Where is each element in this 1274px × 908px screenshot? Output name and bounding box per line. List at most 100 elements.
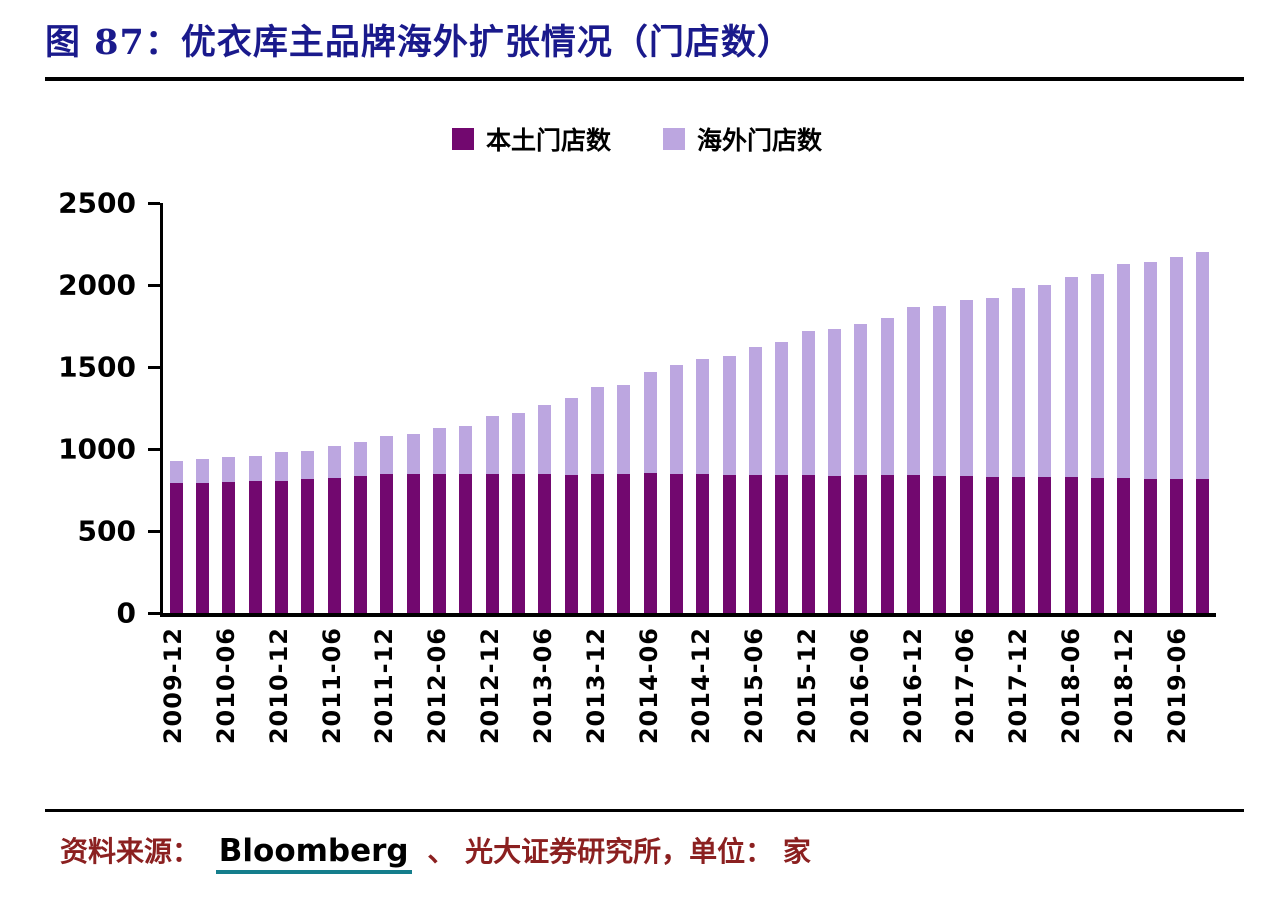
bar-slot xyxy=(795,203,821,613)
bar-slot xyxy=(426,203,452,613)
bar-segment-domestic xyxy=(748,474,762,613)
bar-slot xyxy=(295,203,321,613)
legend-label-overseas: 海外门店数 xyxy=(697,126,823,155)
bar-segment-domestic xyxy=(195,482,209,613)
figure-container: 图 87：优衣库主品牌海外扩张情况（门店数） 本土门店数 海外门店数 0 500 1… xyxy=(0,14,1274,908)
chart-legend: 本土门店数 海外门店数 xyxy=(0,121,1274,157)
source-link-bloomberg[interactable]: Bloomberg xyxy=(215,833,412,874)
bar-segment-overseas xyxy=(380,435,394,475)
bar-segment-overseas xyxy=(406,434,420,475)
bar-slot xyxy=(216,203,242,613)
bars-container xyxy=(163,203,1216,613)
bar-segment-overseas xyxy=(696,358,710,475)
bar-slot xyxy=(769,203,795,613)
x-tick-label: 2014-12 xyxy=(687,627,716,745)
x-tick-slot: 2018-12 xyxy=(1109,627,1138,795)
bar-segment-domestic xyxy=(827,475,841,613)
y-tick-label: 1500 xyxy=(58,350,136,384)
stacked-bar xyxy=(933,306,947,613)
bar-segment-overseas xyxy=(564,398,578,475)
bar-segment-overseas xyxy=(906,307,920,476)
x-tick-label: 2019-06 xyxy=(1162,627,1191,745)
x-tick-label: 2013-12 xyxy=(581,627,610,745)
bar-segment-domestic xyxy=(985,476,999,613)
bar-slot xyxy=(1032,203,1058,613)
x-tick-slot: 2017-06 xyxy=(951,627,980,795)
bar-segment-overseas xyxy=(827,329,841,476)
bar-slot xyxy=(1137,203,1163,613)
x-tick-slot xyxy=(979,627,1005,795)
legend-swatch-domestic-icon xyxy=(451,128,474,150)
x-tick-slot: 2010-06 xyxy=(212,627,240,795)
y-tick-label: 500 xyxy=(77,514,136,548)
bar-slot xyxy=(1058,203,1084,613)
stacked-bar xyxy=(1117,263,1131,613)
bar-segment-domestic xyxy=(1064,477,1078,613)
bar-segment-domestic xyxy=(538,474,552,613)
x-tick-slot xyxy=(186,627,212,795)
stacked-bar xyxy=(617,385,631,613)
stacked-bar xyxy=(511,412,525,613)
bar-slot xyxy=(927,203,953,613)
bar-slot xyxy=(558,203,584,613)
bar-segment-domestic xyxy=(274,480,288,613)
stacked-bar xyxy=(827,329,841,613)
bar-segment-domestic xyxy=(327,477,341,613)
x-tick-slot xyxy=(450,627,476,795)
x-tick-slot: 2009-12 xyxy=(159,627,188,795)
x-tick-slot xyxy=(609,627,635,795)
bar-segment-overseas xyxy=(222,457,236,482)
bar-slot xyxy=(347,203,373,613)
bar-slot xyxy=(1190,203,1216,613)
bar-segment-overseas xyxy=(880,317,894,475)
x-tick-label: 2015-12 xyxy=(792,627,821,745)
bar-segment-overseas xyxy=(1196,252,1210,480)
x-tick-slot: 2015-12 xyxy=(792,627,821,795)
stacked-bar xyxy=(538,404,552,613)
bar-segment-overseas xyxy=(643,371,657,474)
stacked-bar xyxy=(1091,273,1105,613)
bar-segment-domestic xyxy=(432,474,446,613)
bar-slot xyxy=(163,203,189,613)
y-tick-mark xyxy=(148,201,160,205)
stacked-bar-chart: 0 500 1000 1500 2000 2500 2009-12 2010-06 2010-… xyxy=(48,187,1216,795)
bar-slot xyxy=(453,203,479,613)
x-tick-slot: 2016-06 xyxy=(846,627,874,795)
bar-segment-overseas xyxy=(854,324,868,476)
stacked-bar xyxy=(722,355,736,613)
bar-slot xyxy=(611,203,637,613)
bar-segment-domestic xyxy=(669,473,683,613)
x-tick-slot xyxy=(503,627,529,795)
x-tick-label: 2018-12 xyxy=(1109,627,1138,745)
stacked-bar xyxy=(643,371,657,613)
x-tick-slot: 2013-12 xyxy=(581,627,610,795)
stacked-bar xyxy=(748,347,762,613)
stacked-bar xyxy=(854,324,868,613)
bar-slot xyxy=(1006,203,1032,613)
x-tick-label: 2012-06 xyxy=(423,627,452,745)
bar-segment-overseas xyxy=(511,412,525,474)
bar-segment-domestic xyxy=(1170,478,1184,613)
x-tick-label: 2017-06 xyxy=(951,627,980,745)
y-tick-label: 0 xyxy=(116,596,136,630)
bar-segment-overseas xyxy=(1091,273,1105,478)
bar-segment-domestic xyxy=(775,475,789,613)
x-tick-label: 2009-12 xyxy=(159,627,188,745)
bar-segment-overseas xyxy=(617,385,631,474)
y-tick-mark xyxy=(148,611,160,615)
stacked-bar xyxy=(485,416,499,613)
bar-segment-overseas xyxy=(538,404,552,475)
y-tick-mark xyxy=(148,365,160,369)
bar-segment-domestic xyxy=(854,475,868,613)
bar-slot xyxy=(821,203,847,613)
bar-slot xyxy=(1111,203,1137,613)
x-tick-slot xyxy=(1137,627,1163,795)
stacked-bar xyxy=(1038,285,1052,613)
bar-segment-domestic xyxy=(222,481,236,613)
x-tick-label: 2013-06 xyxy=(528,627,557,745)
stacked-bar xyxy=(380,435,394,613)
x-tick-label: 2010-12 xyxy=(264,627,293,745)
stacked-bar xyxy=(985,298,999,613)
title-divider xyxy=(45,77,1244,81)
bar-segment-overseas xyxy=(985,298,999,477)
